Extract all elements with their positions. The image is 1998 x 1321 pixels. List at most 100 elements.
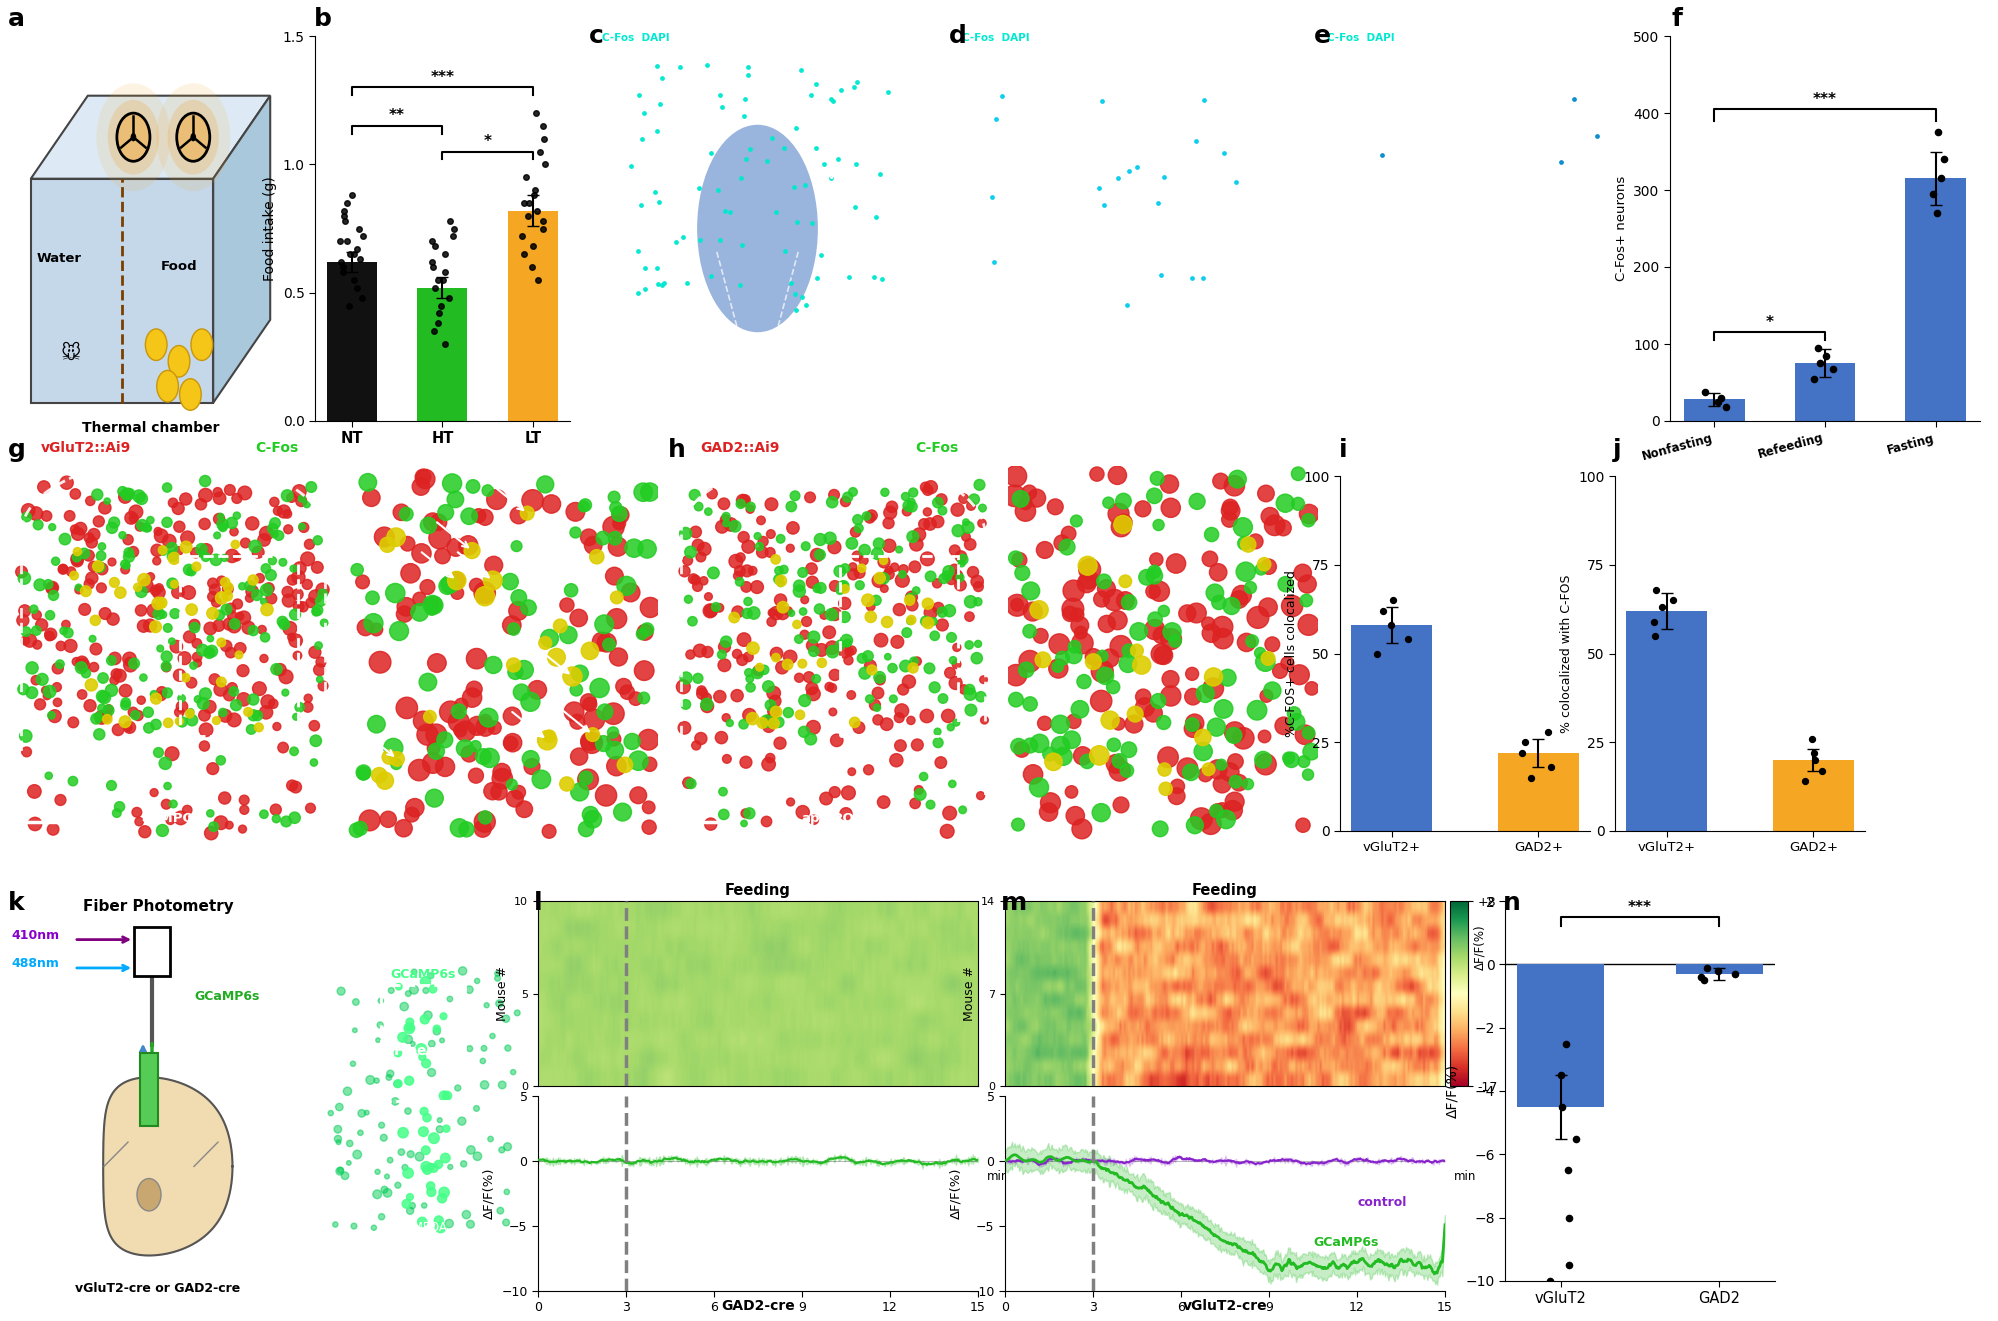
Point <box>1109 590 1141 612</box>
Point <box>1149 778 1181 799</box>
Point <box>194 618 226 639</box>
Point <box>222 487 254 509</box>
Point <box>28 477 60 498</box>
Point <box>747 531 779 552</box>
Point <box>274 618 306 639</box>
Text: VMPO: VMPO <box>1552 170 1584 181</box>
Point <box>228 608 260 629</box>
Point <box>1041 657 1073 678</box>
Point <box>829 803 861 824</box>
Point <box>1798 749 1830 770</box>
Point <box>164 517 196 538</box>
Point <box>146 820 178 841</box>
Point <box>154 531 186 552</box>
Point <box>82 483 114 505</box>
Point <box>176 709 208 731</box>
Point <box>206 671 238 692</box>
Point <box>1177 686 1209 707</box>
Point <box>88 667 120 688</box>
Point <box>633 797 665 818</box>
Point <box>256 564 288 585</box>
Point <box>539 647 571 668</box>
Point <box>1137 581 1169 602</box>
Point <box>803 544 835 565</box>
Point <box>867 791 899 812</box>
Point <box>925 489 957 510</box>
Point <box>911 502 943 523</box>
Point <box>599 756 631 777</box>
Point <box>1013 621 1045 642</box>
Point <box>322 1119 354 1140</box>
Point <box>86 707 118 728</box>
Point <box>947 679 979 700</box>
Point <box>406 543 438 564</box>
Point <box>1061 604 1093 625</box>
Point <box>302 600 334 621</box>
Point <box>34 625 66 646</box>
Point <box>494 733 525 754</box>
Point <box>671 272 703 293</box>
Point <box>212 577 244 598</box>
Point <box>1690 956 1722 978</box>
Point <box>434 287 466 308</box>
Text: ΔF/F(%): ΔF/F(%) <box>1473 925 1485 970</box>
Point <box>1207 617 1239 638</box>
Point <box>1291 764 1323 785</box>
Point <box>220 505 252 526</box>
Point <box>903 524 935 546</box>
Text: i: i <box>1339 439 1347 462</box>
Point <box>601 608 633 629</box>
Point <box>374 746 406 768</box>
Point <box>74 695 106 716</box>
Point <box>871 713 903 734</box>
Point <box>1143 818 1175 839</box>
Point <box>404 1147 436 1168</box>
Point <box>563 663 595 684</box>
Point <box>228 799 260 820</box>
Point <box>899 534 931 555</box>
Point <box>1205 470 1237 491</box>
Point <box>1688 382 1720 403</box>
Point <box>464 505 496 526</box>
Point <box>1217 799 1249 820</box>
Point <box>751 711 783 732</box>
Point <box>597 728 629 749</box>
Point <box>1796 369 1828 390</box>
Point <box>278 807 310 828</box>
Point <box>955 592 987 613</box>
Point <box>967 709 999 731</box>
Point <box>627 103 659 124</box>
Point <box>829 642 861 663</box>
Point <box>909 477 941 498</box>
Point <box>324 1161 356 1182</box>
Text: GCaMP6s: GCaMP6s <box>1313 1235 1379 1248</box>
Point <box>288 596 320 617</box>
Point <box>426 1030 458 1052</box>
Point <box>911 705 943 727</box>
Point <box>102 719 134 740</box>
Point <box>158 794 190 815</box>
Point <box>1145 264 1177 285</box>
Point <box>140 616 172 637</box>
Point <box>819 782 851 803</box>
Point <box>925 752 957 773</box>
Point <box>669 667 701 688</box>
Text: MnPO: MnPO <box>739 50 773 59</box>
Point <box>829 630 861 651</box>
Point <box>1718 963 1750 984</box>
Point <box>458 679 490 700</box>
Point <box>210 572 242 593</box>
Point <box>567 495 599 517</box>
Point <box>1057 645 1089 666</box>
Point <box>709 199 741 221</box>
Point <box>753 695 785 716</box>
Circle shape <box>108 100 160 174</box>
Point <box>965 785 997 806</box>
Point <box>130 517 162 538</box>
Point <box>1111 760 1143 781</box>
Point <box>855 505 887 526</box>
Point <box>733 803 765 824</box>
Point <box>248 590 280 612</box>
Point <box>1057 711 1089 732</box>
Point <box>306 584 338 605</box>
